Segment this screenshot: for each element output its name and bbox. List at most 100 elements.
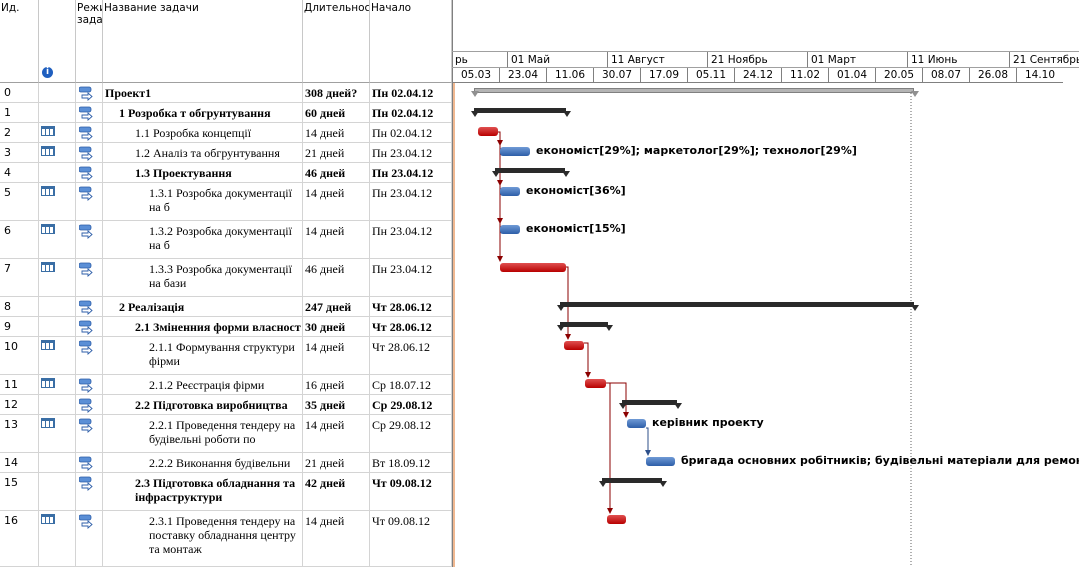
task-row[interactable]: 10 2.1.1 Формування структури фірми 14 дне… [0,337,452,375]
task-row[interactable]: 9 2.1 Зміненния форми власност 30 дней Чт 2… [0,317,452,337]
task-name[interactable]: 2 Реалізація [103,297,303,316]
task-row[interactable]: 6 1.3.2 Розробка документації на б 14 дней… [0,221,452,259]
calendar-icon[interactable] [41,146,55,156]
task-bar[interactable] [585,379,606,388]
calendar-icon[interactable] [41,418,55,428]
column-header-id[interactable]: Ид. [0,0,39,83]
task-name[interactable]: 2.1.1 Формування структури фірми [103,337,303,374]
task-duration[interactable]: 14 дней [303,415,370,452]
column-header-name[interactable]: Название задачи [103,0,303,83]
summary-bar[interactable] [602,478,662,483]
task-row[interactable]: 11 2.1.2 Реєстрація фірми 16 дней Ср 18.07.… [0,375,452,395]
task-start[interactable]: Ср 29.08.12 [370,395,452,414]
summary-bar[interactable] [474,108,566,113]
task-row[interactable]: 15 2.3 Підготовка обладнання та інфрастру… [0,473,452,511]
task-start[interactable]: Вт 18.09.12 [370,453,452,472]
task-duration[interactable]: 60 дней [303,103,370,122]
task-name[interactable]: 2.2.2 Виконання будівельни [103,453,303,472]
task-start[interactable]: Ср 18.07.12 [370,375,452,394]
task-row[interactable]: 3 1.2 Аналіз та обгрунтування 21 дней Пн 23… [0,143,452,163]
task-start[interactable]: Пн 23.04.12 [370,183,452,220]
task-start[interactable]: Чт 09.08.12 [370,511,452,566]
task-name[interactable]: 1.2 Аналіз та обгрунтування [103,143,303,162]
task-row[interactable]: 0 Проект1 308 дней? Пн 02.04.12 [0,83,452,103]
task-duration[interactable]: 14 дней [303,337,370,374]
calendar-icon[interactable] [41,262,55,272]
task-duration[interactable]: 21 дней [303,143,370,162]
task-start[interactable]: Чт 28.06.12 [370,297,452,316]
task-name[interactable]: 2.3 Підготовка обладнання та інфраструкт… [103,473,303,510]
task-duration[interactable]: 14 дней [303,221,370,258]
task-bar[interactable] [500,263,566,272]
task-row[interactable]: 12 2.2 Підготовка виробництва 35 дней Ср 29… [0,395,452,415]
task-name[interactable]: 2.1.2 Реєстрація фірми [103,375,303,394]
task-duration[interactable]: 46 дней [303,259,370,296]
task-row[interactable]: 7 1.3.3 Розробка документації на бази 46 д… [0,259,452,297]
task-start[interactable]: Пн 02.04.12 [370,103,452,122]
task-name[interactable]: 2.3.1 Проведення тендеру на поставку обл… [103,511,303,566]
task-row[interactable]: 2 1.1 Розробка концепції 14 дней Пн 02.04.1… [0,123,452,143]
task-duration[interactable]: 42 дней [303,473,370,510]
task-row[interactable]: 14 2.2.2 Виконання будівельни 21 дней Вт 18… [0,453,452,473]
task-name[interactable]: 1.1 Розробка концепції [103,123,303,142]
task-bar[interactable] [500,225,520,234]
column-header-mode[interactable]: Режи зада [76,0,103,83]
task-start[interactable]: Пн 02.04.12 [370,83,452,102]
task-row[interactable]: 4 1.3 Проектування 46 дней Пн 23.04.12 [0,163,452,183]
task-start[interactable]: Пн 23.04.12 [370,259,452,296]
task-start[interactable]: Пн 23.04.12 [370,221,452,258]
task-duration[interactable]: 21 дней [303,453,370,472]
summary-bar[interactable] [560,302,914,307]
task-name[interactable]: Проект1 [103,83,303,102]
summary-bar[interactable] [474,88,914,93]
task-name[interactable]: 1.3.1 Розробка документації на б [103,183,303,220]
task-start[interactable]: Чт 28.06.12 [370,337,452,374]
calendar-icon[interactable] [41,378,55,388]
task-name[interactable]: 2.2 Підготовка виробництва [103,395,303,414]
task-duration[interactable]: 14 дней [303,511,370,566]
column-header-start[interactable]: Начало [370,0,452,83]
task-row[interactable]: 8 2 Реалізація 247 дней Чт 28.06.12 [0,297,452,317]
task-bar[interactable] [646,457,675,466]
task-duration[interactable]: 46 дней [303,163,370,182]
calendar-icon[interactable] [41,126,55,136]
calendar-icon[interactable] [41,224,55,234]
task-name[interactable]: 1 Розробка т обгрунтування [103,103,303,122]
task-name[interactable]: 1.3.2 Розробка документації на б [103,221,303,258]
task-start[interactable]: Пн 23.04.12 [370,143,452,162]
task-bar[interactable] [607,515,626,524]
summary-bar[interactable] [495,168,565,173]
task-row[interactable]: 5 1.3.1 Розробка документації на б 14 дней… [0,183,452,221]
task-bar[interactable] [500,187,520,196]
task-row[interactable]: 1 1 Розробка т обгрунтування 60 дней Пн 02.… [0,103,452,123]
task-name[interactable]: 1.3.3 Розробка документації на бази [103,259,303,296]
calendar-icon[interactable] [41,514,55,524]
summary-bar[interactable] [560,322,608,327]
task-start[interactable]: Чт 09.08.12 [370,473,452,510]
task-name[interactable]: 1.3 Проектування [103,163,303,182]
task-bar[interactable] [500,147,530,156]
task-name[interactable]: 2.2.1 Проведення тендеру на будівельні р… [103,415,303,452]
task-duration[interactable]: 14 дней [303,183,370,220]
summary-bar[interactable] [622,400,677,405]
task-duration[interactable]: 308 дней? [303,83,370,102]
task-duration[interactable]: 247 дней [303,297,370,316]
task-bar[interactable] [478,127,498,136]
task-start[interactable]: Чт 28.06.12 [370,317,452,336]
task-duration[interactable]: 14 дней [303,123,370,142]
task-duration[interactable]: 35 дней [303,395,370,414]
task-start[interactable]: Пн 23.04.12 [370,163,452,182]
task-row[interactable]: 16 2.3.1 Проведення тендеру на поставку о… [0,511,452,567]
task-start[interactable]: Ср 29.08.12 [370,415,452,452]
calendar-icon[interactable] [41,340,55,350]
task-duration[interactable]: 30 дней [303,317,370,336]
task-bar[interactable] [564,341,584,350]
task-start[interactable]: Пн 02.04.12 [370,123,452,142]
column-header-indicators[interactable]: i [39,0,76,83]
task-duration[interactable]: 16 дней [303,375,370,394]
column-header-duration[interactable]: Длительнос [303,0,370,83]
task-row[interactable]: 13 2.2.1 Проведення тендеру на будівельні… [0,415,452,453]
task-bar[interactable] [627,419,646,428]
task-name[interactable]: 2.1 Зміненния форми власност [103,317,303,336]
calendar-icon[interactable] [41,186,55,196]
